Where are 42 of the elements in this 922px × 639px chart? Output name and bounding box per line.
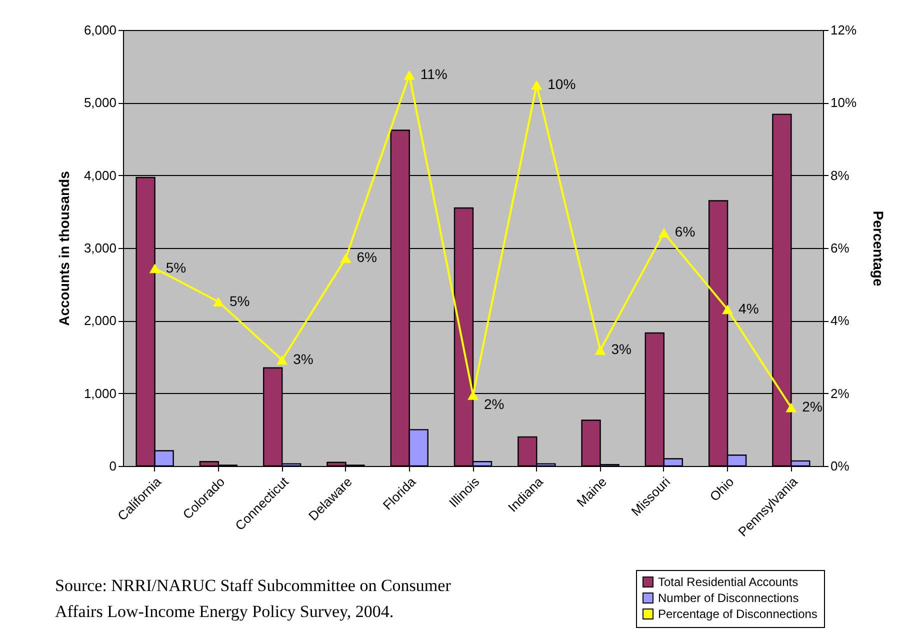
data-label: 4% [738,300,759,316]
point [276,355,288,365]
data-label: 6% [356,249,377,266]
point [786,402,797,412]
y-tick-label: 6,000 [84,22,116,38]
point [594,345,606,355]
y-tick-label: 4,000 [84,168,116,183]
y2-tick-label: 8% [830,168,850,183]
y-tick-label: 0 [109,458,116,474]
y2-tick-label: 12% [830,22,857,38]
data-label: 2% [802,398,822,415]
legend-label: Number of Disconnections [658,591,799,605]
y-tick-label: 2,000 [84,313,116,328]
point [149,264,160,274]
point [722,304,734,314]
data-label: 5% [166,259,186,276]
y-axis-title: Accounts in thousands [56,170,72,326]
y2-tick-label: 2% [830,386,850,401]
point [531,80,542,90]
data-label: 6% [674,224,696,240]
source-note: Source: NRRI/NARUC Staff Subcommittee on Consumer Affairs Low-Income Energy Policy Survey, 2004. [55,576,452,621]
y-tick-label: 5,000 [84,95,116,110]
y2-tick-label: 10% [830,95,857,110]
legend-label: Percentage of Disconnections [658,607,818,621]
y2-tick-label: 0% [830,458,850,474]
data-label: 10% [548,76,576,92]
data-label: 3% [293,350,314,367]
point [212,297,224,307]
data-label: 11% [420,66,448,82]
y2-axis-title: Percentage [870,210,887,286]
legend-label: Total Residential Accounts [658,575,798,589]
y-tick-label: 1,000 [84,386,116,401]
data-label: 3% [611,341,632,358]
y-tick-label: 3,000 [84,240,116,256]
x-tick-label: Ohio [706,474,737,504]
y2-tick-label: 6% [830,240,850,256]
point [658,228,670,238]
point [404,70,415,80]
data-label: 5% [229,292,250,309]
data-label: 2% [484,396,504,412]
y2-tick-label: 4% [830,313,850,328]
point [340,253,352,263]
